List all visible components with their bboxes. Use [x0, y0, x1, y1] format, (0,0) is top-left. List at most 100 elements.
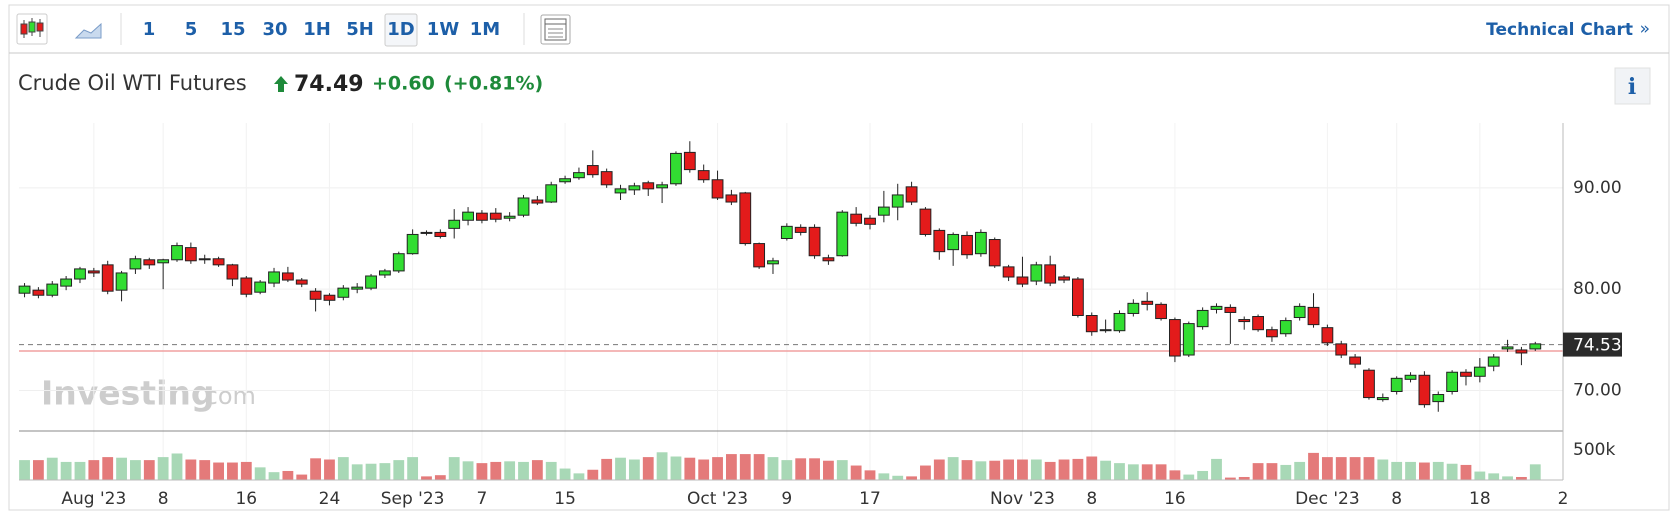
- volume-bar: [1127, 464, 1139, 480]
- link-arrow[interactable]: »: [1640, 19, 1650, 39]
- up-arrow: [274, 76, 288, 92]
- volume-bar: [906, 476, 917, 480]
- candle-body: [1071, 278, 1084, 316]
- volume-bar: [573, 473, 585, 480]
- candle-body: [1182, 323, 1195, 356]
- candle-body: [1404, 374, 1417, 380]
- volume-bar: [836, 460, 848, 480]
- volume-bar: [1335, 457, 1347, 480]
- candle-icon[interactable]: [16, 13, 48, 45]
- candle-body: [434, 231, 447, 237]
- y-tick-label: 80.00: [1573, 279, 1622, 299]
- volume-bar: [254, 467, 266, 480]
- volume-bar: [1058, 459, 1070, 480]
- candle-body: [988, 239, 1001, 267]
- volume-bar: [32, 460, 44, 480]
- candle-body: [1169, 319, 1181, 357]
- candle-body: [1016, 276, 1029, 285]
- candle-body: [198, 258, 211, 261]
- candle-body: [961, 234, 973, 256]
- volume-bar: [642, 457, 654, 480]
- info-icon[interactable]: i: [1628, 74, 1636, 100]
- y-tick-label: 90.00: [1573, 178, 1622, 198]
- volume-bar: [240, 461, 252, 480]
- volume-bar: [1100, 460, 1112, 480]
- candle-body: [697, 170, 710, 181]
- volume-bar: [1391, 461, 1403, 480]
- candle-body: [226, 264, 239, 280]
- candle-body: [1224, 306, 1237, 313]
- candle-body: [295, 279, 308, 285]
- x-tick-label: 16: [235, 489, 257, 509]
- volume-bar: [545, 461, 557, 480]
- candle-body: [1460, 371, 1472, 377]
- x-tick-label: 2: [1558, 489, 1569, 509]
- candle-body: [1279, 320, 1292, 335]
- volume-bar: [559, 468, 571, 480]
- volume-bar: [1183, 474, 1195, 480]
- price-change-pct: (+0.81%): [444, 73, 543, 95]
- volume-bar: [324, 459, 335, 480]
- volume-bar: [1321, 457, 1333, 480]
- interval-button[interactable]: 15: [220, 19, 245, 40]
- interval-button[interactable]: 5H: [346, 19, 374, 40]
- volume-bar: [975, 461, 987, 480]
- interval-button[interactable]: 30: [262, 19, 287, 40]
- volume-bar: [1405, 461, 1416, 480]
- candle-body: [406, 233, 419, 255]
- volume-bar: [462, 461, 474, 480]
- volume-bar: [933, 459, 945, 480]
- candle-body: [1210, 305, 1223, 310]
- candle-body: [656, 184, 669, 189]
- last-price-label: 74.53: [1573, 336, 1622, 356]
- volume-bar: [1446, 463, 1458, 480]
- volume-bar: [656, 452, 668, 480]
- layout-icon[interactable]: [540, 14, 571, 45]
- candle-body: [489, 212, 502, 220]
- price-change: +0.60: [372, 73, 435, 95]
- candle-body: [101, 264, 114, 292]
- x-tick-label: 18: [1469, 489, 1491, 509]
- candle-body: [836, 211, 849, 257]
- x-tick-label: Aug '23: [61, 489, 126, 509]
- volume-bar: [767, 457, 779, 480]
- volume-bar: [351, 464, 363, 480]
- volume-bar: [171, 453, 183, 480]
- watermark: Investing: [41, 374, 215, 413]
- volume-bar: [892, 475, 904, 480]
- candle-body: [1155, 303, 1167, 320]
- interval-button[interactable]: 1M: [470, 19, 500, 40]
- interval-button[interactable]: 1D: [387, 19, 414, 40]
- volume-bar: [157, 457, 169, 480]
- candle-body: [808, 226, 821, 257]
- candle-body: [1141, 300, 1154, 305]
- volume-bar: [531, 460, 543, 480]
- volume-bar: [1460, 464, 1472, 480]
- volume-bar: [1197, 470, 1209, 480]
- technical-chart-link[interactable]: Technical Chart: [1486, 20, 1633, 40]
- interval-button[interactable]: 5: [185, 19, 198, 40]
- candle-body: [171, 245, 183, 261]
- last-price-box: [1563, 332, 1622, 357]
- volume-bar: [102, 457, 114, 480]
- candle-body: [1446, 371, 1459, 392]
- volume-bar: [1474, 471, 1486, 480]
- volume-bar: [518, 461, 529, 480]
- volume-bar: [1030, 459, 1042, 480]
- interval-button[interactable]: 1H: [303, 19, 331, 40]
- info-button[interactable]: [1614, 67, 1651, 105]
- interval-button[interactable]: 1: [143, 19, 156, 40]
- candle-body: [1363, 369, 1375, 399]
- volume-bar: [698, 459, 710, 480]
- candle-body: [919, 208, 932, 235]
- candle-body: [545, 184, 558, 203]
- line-icon[interactable]: [74, 22, 102, 39]
- volume-bar: [1529, 464, 1541, 480]
- interval-button[interactable]: 1W: [427, 19, 460, 40]
- x-tick-label: 8: [158, 489, 169, 509]
- volume-bar: [781, 460, 793, 480]
- volume-bar: [725, 454, 737, 480]
- volume-bar: [1363, 457, 1375, 480]
- candle-body: [1515, 349, 1528, 354]
- volume-bar: [1211, 458, 1222, 480]
